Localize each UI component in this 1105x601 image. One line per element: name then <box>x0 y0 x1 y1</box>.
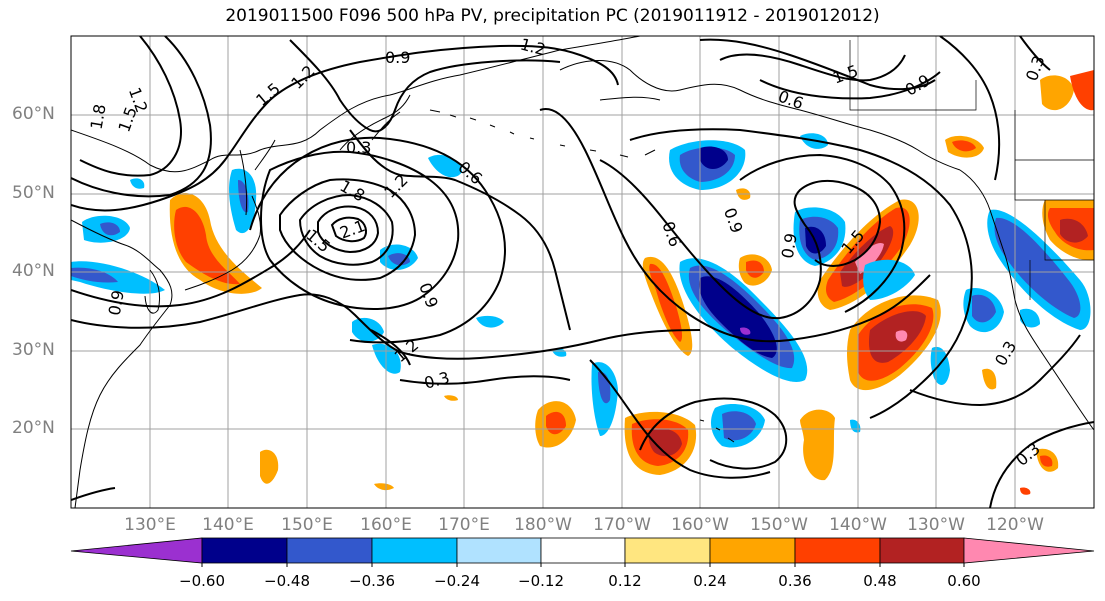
pv-contours <box>71 36 1094 508</box>
lon-label: 170°E <box>438 515 490 535</box>
lon-label: 180°W <box>514 515 572 535</box>
colorbar-tick-label: −0.60 <box>179 572 225 590</box>
lat-label: 20°N <box>12 418 55 438</box>
contour-label: 1.8 <box>87 103 110 131</box>
lon-label: 120°W <box>986 515 1044 535</box>
colorbar-segment <box>709 537 796 564</box>
lon-label: 140°W <box>829 515 887 535</box>
map-title: 2019011500 F096 500 hPa PV, precipitatio… <box>225 6 880 26</box>
contour-label: 0.9 <box>902 70 934 99</box>
colorbar-tick-label: −0.24 <box>434 572 480 590</box>
colorbar-tick-label: 0.24 <box>693 572 727 590</box>
contour-label: 0.9 <box>385 48 410 67</box>
colorbar-tick-label: 0.60 <box>947 572 981 590</box>
colorbar-tick-label: −0.36 <box>349 572 395 590</box>
contour-label: 0.3 <box>346 138 371 157</box>
colorbar <box>70 537 1095 567</box>
lon-label: 160°W <box>671 515 729 535</box>
colorbar-tick-label: 0.48 <box>863 572 897 590</box>
contour-label: 0.3 <box>422 368 452 393</box>
contour-label: 0.9 <box>105 289 128 317</box>
colorbar-segment <box>624 537 711 564</box>
colorbar-segment <box>201 537 288 564</box>
lon-label: 160°E <box>360 515 412 535</box>
contour-label: 1.5 <box>252 79 284 110</box>
coastlines <box>71 36 1094 508</box>
colorbar-extend-high <box>963 537 1095 564</box>
colorbar-segment <box>456 537 542 564</box>
colorbar-segment <box>540 537 626 564</box>
map-frame <box>70 35 1095 509</box>
contour-label: 0.9 <box>720 205 747 235</box>
lon-label: 130°W <box>907 515 965 535</box>
colorbar-tick-label: −0.12 <box>518 572 564 590</box>
colorbar-segment <box>286 537 373 564</box>
contour-label: 0.3 <box>1012 439 1044 470</box>
precip-shading <box>71 70 1094 495</box>
contour-label: 0.3 <box>991 338 1020 370</box>
contour-label: 0.9 <box>415 280 442 310</box>
colorbar-segment <box>371 537 458 564</box>
colorbar-segment <box>794 537 881 564</box>
contour-label: 0.6 <box>658 219 685 249</box>
lat-label: 60°N <box>12 104 55 124</box>
contour-label: 0.9 <box>778 232 801 260</box>
contour-label: 0.6 <box>776 86 806 113</box>
colorbar-tick-label: −0.48 <box>264 572 310 590</box>
lat-label: 40°N <box>12 261 55 281</box>
lat-label: 30°N <box>12 340 55 360</box>
colorbar-segment <box>879 537 965 564</box>
contour-label: 1.5 <box>830 61 860 88</box>
contour-label: 1.2 <box>518 34 548 59</box>
lon-label: 150°E <box>281 515 333 535</box>
lon-label: 140°E <box>202 515 254 535</box>
graticule <box>71 36 1094 508</box>
lat-label: 50°N <box>12 183 55 203</box>
lon-label: 130°E <box>124 515 176 535</box>
lon-label: 150°W <box>750 515 808 535</box>
colorbar-tick-label: 0.36 <box>778 572 812 590</box>
lon-label: 170°W <box>593 515 651 535</box>
colorbar-tick-label: 0.12 <box>608 572 642 590</box>
colorbar-extend-low <box>70 537 203 564</box>
